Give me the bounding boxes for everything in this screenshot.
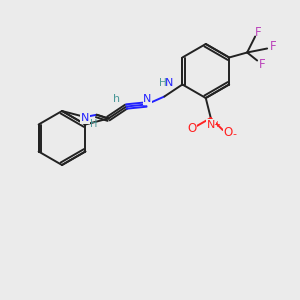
Text: F: F <box>255 26 262 39</box>
Text: -: - <box>233 129 237 139</box>
Text: N: N <box>207 120 215 130</box>
Text: H: H <box>158 79 166 88</box>
Text: F: F <box>270 40 277 53</box>
Text: N: N <box>81 113 89 123</box>
Text: O: O <box>187 122 196 134</box>
Text: N: N <box>143 94 152 104</box>
Text: O: O <box>223 125 232 139</box>
Text: +: + <box>213 120 220 129</box>
Text: F: F <box>259 58 266 71</box>
Text: h: h <box>113 94 120 104</box>
Text: N: N <box>165 79 174 88</box>
Text: H: H <box>90 119 98 129</box>
